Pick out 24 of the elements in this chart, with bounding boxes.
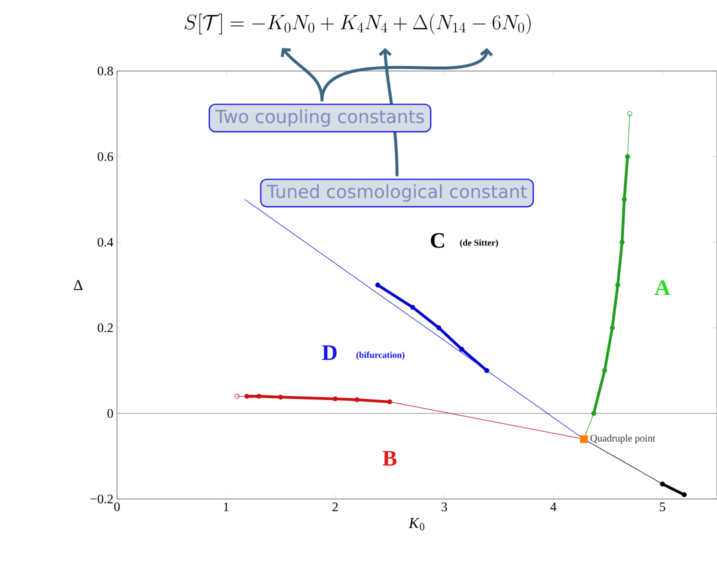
y-tick-label: −0.2 [90,494,113,504]
annotation: C [430,233,444,248]
annotation: (bifurcation) [356,352,404,360]
x-tick-label: 0 [114,502,120,512]
x-tick-label: 3 [442,502,448,512]
annotation: D [322,345,337,360]
annotation: B [382,451,396,466]
x-tick-label: 4 [550,502,556,512]
y-tick-label: 0.6 [98,152,114,162]
x-axis-title: K$_{0}$ [408,518,424,530]
annotation: Two coupling constants [215,109,424,127]
y-tick-label: 0.4 [98,238,114,247]
y-axis-title: Δ [74,280,82,290]
x-tick-label: 5 [660,502,666,512]
annotation: A [654,280,670,295]
annotation: (de Sitter) [460,239,498,248]
y-tick-label: 0.2 [98,323,113,332]
x-tick-label: 1 [224,502,229,512]
y-tick-label: 0 [107,409,113,418]
annotation: Tuned cosmological constant [266,184,527,202]
y-tick-label: 0.8 [98,66,113,76]
x-tick-label: 2 [332,502,338,512]
annotation: Quadruple point [590,434,656,444]
chart-title: $S[\mathcal{T}] = -K_0 N_0 + K_4 N_4 + \Delta(N_{14} - 6N_0)$ [184,14,531,34]
